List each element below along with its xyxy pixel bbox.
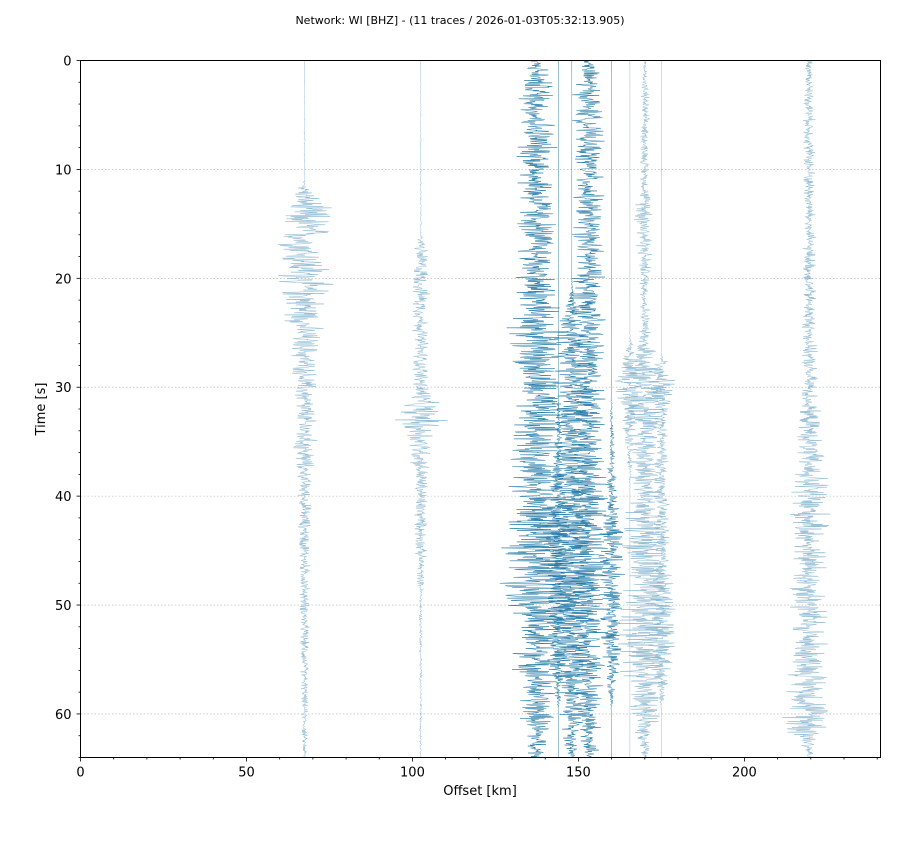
x-tick-label: 100 (400, 766, 425, 781)
seismic-trace (644, 60, 676, 758)
seismic-trace (782, 60, 831, 758)
seismic-trace (499, 60, 573, 758)
x-tick-label: 200 (732, 766, 757, 781)
y-axis-label: Time [s] (34, 383, 49, 437)
plot-frame (80, 60, 881, 758)
seismic-trace (598, 60, 625, 758)
grid (80, 60, 881, 715)
seismic-trace (548, 60, 597, 758)
seismic-trace (395, 60, 448, 758)
y-tick-label: 60 (55, 708, 72, 723)
seismic-trace (568, 60, 610, 758)
seismic-trace (615, 60, 643, 758)
x-tick-label: 150 (566, 766, 591, 781)
seismic-trace (617, 60, 674, 758)
x-axis: 0 50 100 150 200 (76, 757, 878, 781)
seismic-trace (542, 60, 574, 758)
traces (278, 60, 831, 758)
y-axis: 0 10 20 30 40 50 60 (55, 55, 81, 758)
seismic-trace (278, 60, 334, 758)
x-tick-label: 50 (238, 766, 255, 781)
y-tick-label: 10 (55, 163, 72, 178)
x-axis-label: Offset [km] (443, 784, 517, 799)
y-tick-label: 40 (55, 490, 72, 505)
chart-title: Network: WI [BHZ] - (11 traces / 2026-01… (295, 14, 624, 27)
x-tick-label: 0 (76, 766, 84, 781)
y-tick-label: 0 (63, 55, 71, 70)
y-tick-label: 20 (55, 272, 72, 287)
y-tick-label: 30 (55, 381, 72, 396)
y-tick-label: 50 (55, 599, 72, 614)
